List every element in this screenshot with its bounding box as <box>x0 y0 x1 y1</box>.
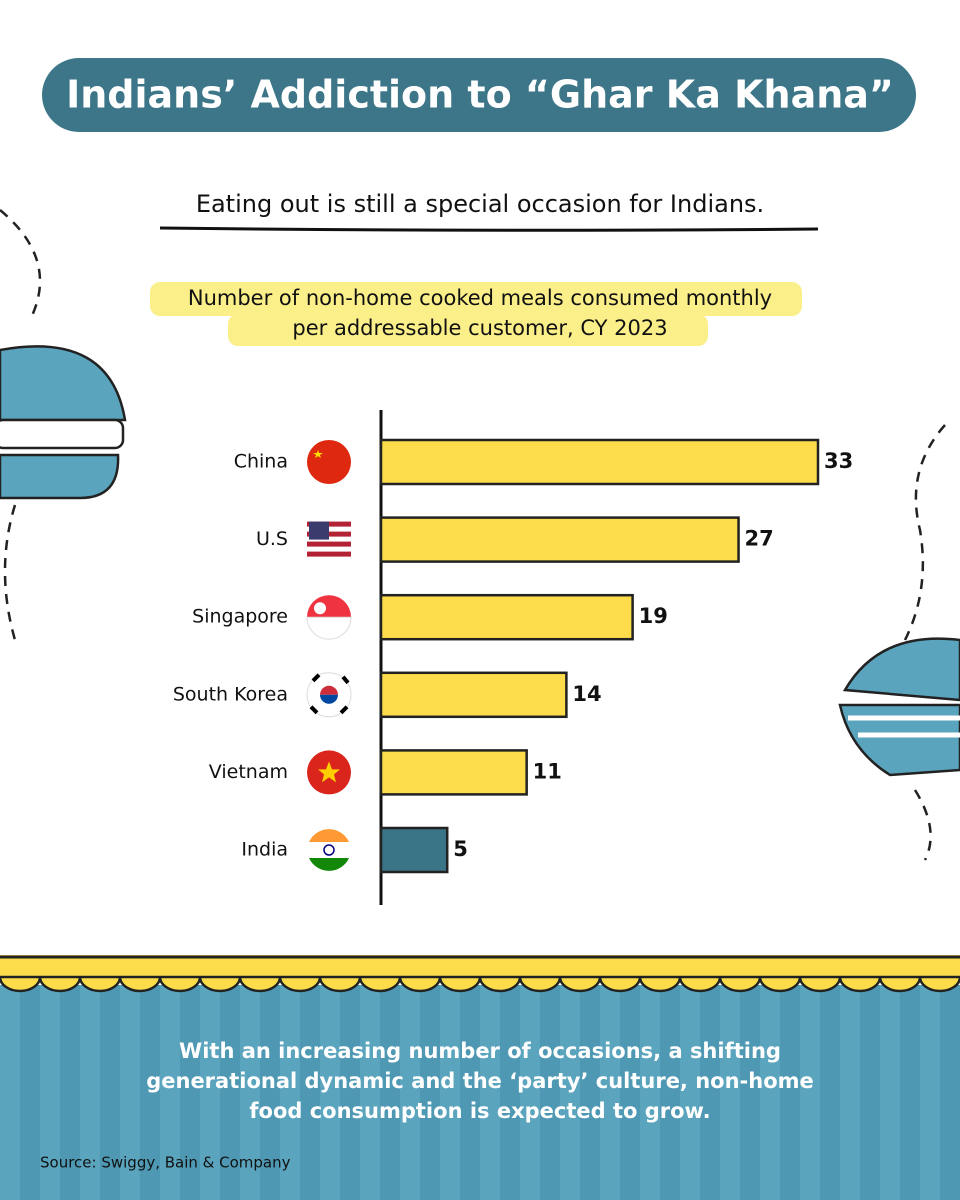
flag-canton <box>309 521 329 540</box>
value-label: 14 <box>572 682 601 706</box>
flag-icon <box>307 828 351 872</box>
flag <box>307 440 351 484</box>
bar <box>379 826 449 874</box>
flag <box>309 858 349 871</box>
scallops <box>0 975 960 993</box>
flag <box>309 829 349 842</box>
dashed-line <box>903 424 946 641</box>
chart-title: Number of non-home cooked meals consumed… <box>188 286 772 310</box>
chart-title: per addressable customer, CY 2023 <box>292 316 667 340</box>
subtitle: Eating out is still a special occasion f… <box>196 190 764 218</box>
value-label: 33 <box>824 449 853 473</box>
flag <box>320 685 338 695</box>
flag-stripe <box>307 551 351 557</box>
flag-icon <box>307 517 351 562</box>
flag-star <box>318 761 340 783</box>
title: Indians’ Addiction to “Ghar Ka Khana” <box>66 73 894 117</box>
bar <box>379 516 740 563</box>
footer-background <box>0 985 960 1200</box>
highlight <box>150 282 802 316</box>
dashed-line <box>0 209 42 321</box>
salad-bowl-icon <box>838 637 960 777</box>
flag-star <box>313 450 323 458</box>
flag <box>306 616 352 640</box>
subtitle-underline <box>159 226 819 232</box>
bar <box>379 749 528 796</box>
category-label: India <box>241 839 288 861</box>
flag-chakra <box>323 844 335 856</box>
flag-icon <box>306 672 352 718</box>
bar <box>379 671 568 719</box>
flag-icon <box>307 440 351 484</box>
flag <box>320 694 338 704</box>
value-label: 11 <box>533 759 562 783</box>
category-label: China <box>234 451 288 473</box>
burger-icon <box>0 345 127 500</box>
category-label: South Korea <box>173 683 288 705</box>
category-label: Singapore <box>192 606 288 628</box>
flag-icon <box>306 595 352 640</box>
dashed-line <box>913 789 932 861</box>
highlight <box>228 314 708 346</box>
bar <box>379 438 820 486</box>
category-label: U.S <box>256 528 288 550</box>
source: Source: Swiggy, Bain & Company <box>40 1154 291 1172</box>
value-label: 27 <box>745 527 774 551</box>
footer-note: With an increasing number of occasions, … <box>179 1039 781 1063</box>
title-pill <box>42 58 916 132</box>
value-label: 19 <box>639 604 668 628</box>
footer-note: food consumption is expected to grow. <box>249 1099 710 1123</box>
flag-icon <box>307 750 351 795</box>
value-label: 5 <box>453 837 468 861</box>
flag-moon <box>314 602 326 615</box>
footer-note: generational dynamic and the ‘party’ cul… <box>146 1069 814 1093</box>
flag-trigram <box>309 673 350 715</box>
scallop-band <box>0 955 960 977</box>
bar <box>379 593 634 641</box>
category-label: Vietnam <box>209 761 288 783</box>
flag-stripe <box>307 541 351 547</box>
